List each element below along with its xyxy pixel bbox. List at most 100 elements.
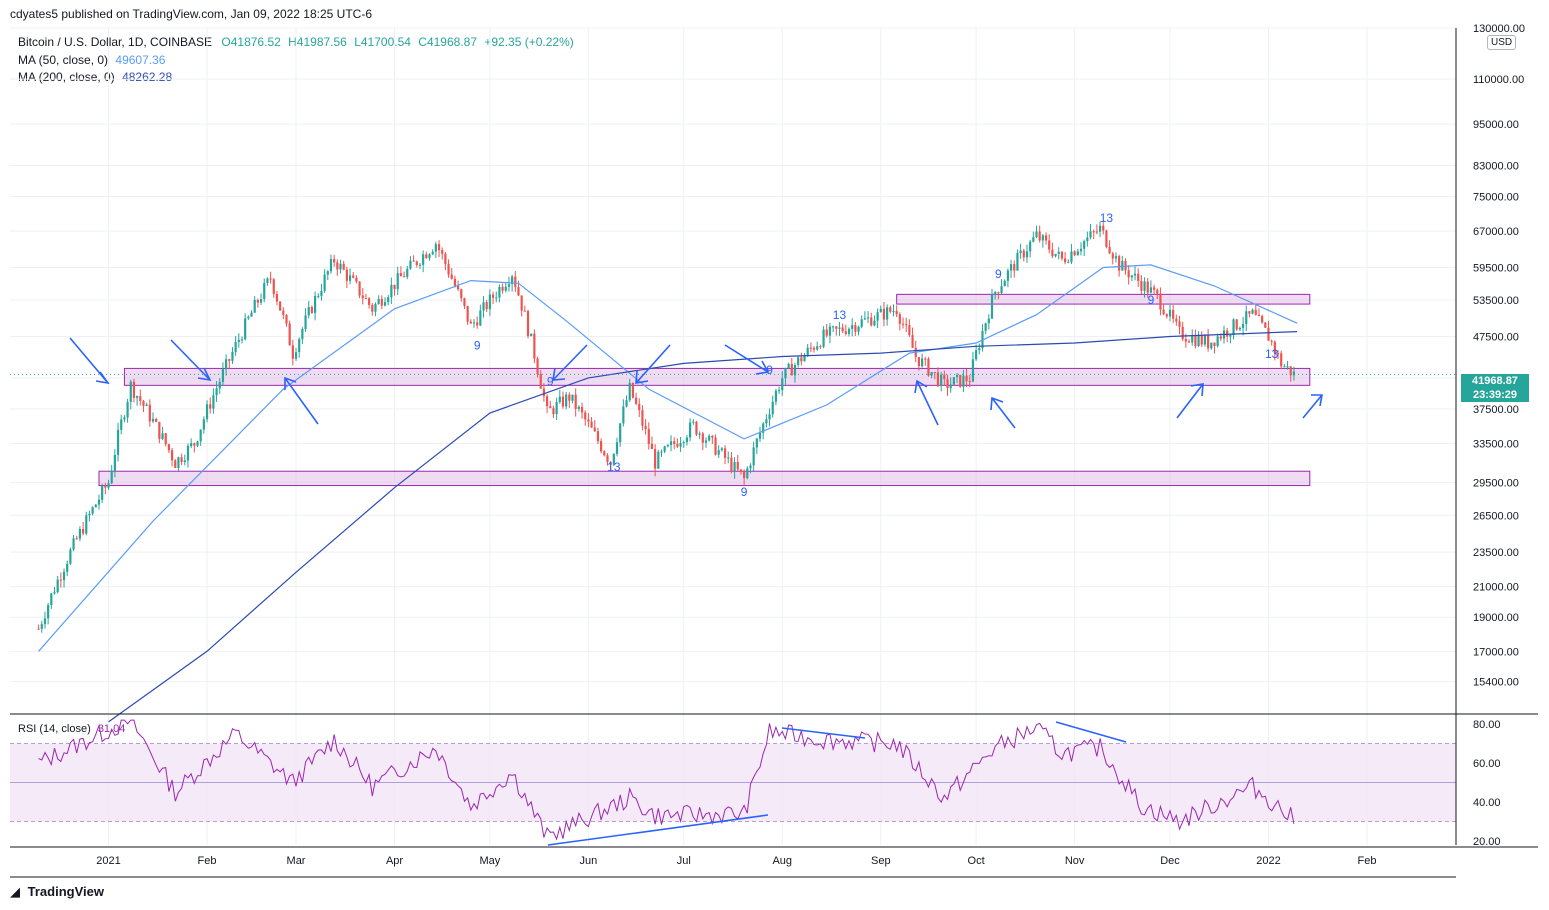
candle-body bbox=[453, 278, 457, 286]
brand-name: TradingView bbox=[27, 884, 104, 899]
candle-body bbox=[107, 483, 110, 488]
candle-body bbox=[835, 326, 838, 329]
candle-body bbox=[1289, 366, 1292, 376]
candle-body bbox=[968, 381, 971, 383]
candle-body bbox=[873, 320, 876, 326]
candle-body bbox=[714, 437, 717, 455]
candle-body bbox=[920, 358, 924, 367]
publisher-line: cdyates5 published on TradingView.com, J… bbox=[10, 7, 373, 21]
candle-body bbox=[997, 292, 1000, 294]
support-zone bbox=[123, 367, 1311, 386]
candle-body bbox=[113, 454, 116, 471]
candle-body bbox=[469, 321, 472, 324]
candle-body bbox=[170, 450, 174, 461]
candle-body bbox=[1245, 311, 1248, 324]
candle-body bbox=[898, 314, 901, 324]
candle-body bbox=[329, 259, 333, 272]
candle-body bbox=[355, 277, 358, 282]
candle-body bbox=[126, 401, 129, 418]
candle-body bbox=[1149, 287, 1153, 293]
candle-body bbox=[139, 396, 142, 401]
candle-body bbox=[676, 443, 679, 447]
candle-body bbox=[1105, 230, 1108, 247]
sequential-count-label: 13 bbox=[607, 460, 621, 474]
candle-body bbox=[240, 339, 244, 341]
time-tick-label: 2021 bbox=[96, 855, 120, 867]
candle-body bbox=[1025, 251, 1029, 258]
candle-body bbox=[1267, 327, 1270, 341]
moving-averages bbox=[10, 264, 1456, 723]
candle-body bbox=[167, 444, 171, 451]
candle-body bbox=[822, 329, 825, 347]
candle-body bbox=[1114, 256, 1118, 259]
rsi-legend[interactable]: RSI (14, close) 31.04 bbox=[18, 723, 125, 735]
candle-body bbox=[580, 406, 584, 413]
candle-body bbox=[371, 304, 374, 312]
time-tick-label: Jul bbox=[677, 855, 691, 867]
candle-body bbox=[463, 298, 466, 306]
candle-body bbox=[832, 326, 835, 328]
candle-body bbox=[1159, 293, 1162, 310]
candle-body bbox=[1064, 258, 1067, 263]
candle-body bbox=[657, 451, 660, 469]
annotation-arrow bbox=[552, 344, 588, 381]
candle-body bbox=[387, 297, 390, 303]
candle-body bbox=[279, 301, 282, 311]
candle-body bbox=[1054, 253, 1057, 257]
footer-brand[interactable]: ◢ TradingView bbox=[10, 884, 104, 900]
candle-body bbox=[984, 323, 987, 331]
candle-body bbox=[164, 433, 167, 445]
candle-body bbox=[768, 414, 771, 420]
sequential-count-label: 9 bbox=[766, 363, 773, 377]
candle-body bbox=[863, 318, 866, 320]
candle-body bbox=[987, 318, 990, 324]
price-tick-label: 26500.00 bbox=[1473, 510, 1519, 522]
candle-body bbox=[927, 358, 930, 376]
candle-body bbox=[790, 363, 793, 376]
candle-body bbox=[793, 364, 797, 376]
candle-body bbox=[81, 528, 85, 534]
annotation-arrow bbox=[95, 371, 110, 385]
annotation-arrow bbox=[990, 396, 1004, 411]
candle-body bbox=[879, 308, 882, 313]
candle-body bbox=[1165, 314, 1168, 317]
candle-body bbox=[1156, 289, 1159, 294]
candle-body bbox=[158, 421, 161, 440]
candle-body bbox=[259, 299, 263, 303]
candle-body bbox=[809, 347, 812, 349]
price-tick-label: 37500.00 bbox=[1473, 404, 1519, 416]
candle-body bbox=[1143, 281, 1146, 291]
candle-body bbox=[434, 244, 437, 252]
ma200-legend[interactable]: MA (200, close, 0) 48262.28 bbox=[18, 70, 172, 84]
candle-body bbox=[711, 435, 714, 438]
candle-body bbox=[272, 279, 275, 295]
candle-body bbox=[641, 410, 644, 426]
candle-body bbox=[695, 421, 698, 435]
candle-body bbox=[1229, 334, 1232, 337]
annotation-arrow bbox=[991, 397, 1016, 429]
rsi-tick-label: 40.00 bbox=[1473, 797, 1501, 809]
candle-body bbox=[415, 261, 418, 266]
candle-body bbox=[323, 274, 326, 291]
time-tick-label: Sep bbox=[871, 855, 891, 867]
candle-body bbox=[905, 324, 908, 326]
price-tick-label: 23500.00 bbox=[1473, 547, 1519, 559]
ma50-legend[interactable]: MA (50, close, 0) 49607.36 bbox=[18, 53, 165, 67]
candle-body bbox=[771, 401, 774, 415]
candle-body bbox=[97, 499, 101, 505]
candle-body bbox=[615, 442, 619, 454]
candle-body bbox=[666, 445, 669, 447]
candle-body bbox=[1000, 286, 1003, 293]
symbol-legend[interactable]: Bitcoin / U.S. Dollar, 1D, COINBASE O418… bbox=[18, 35, 574, 49]
candle-body bbox=[120, 419, 123, 430]
candle-body bbox=[1264, 322, 1267, 328]
candle-body bbox=[460, 289, 463, 299]
candle-body bbox=[304, 315, 307, 330]
candle-body bbox=[409, 260, 412, 269]
candle-body bbox=[231, 351, 234, 361]
candle-body bbox=[320, 290, 323, 296]
candle-body bbox=[1261, 316, 1264, 323]
candle-body bbox=[876, 312, 879, 321]
currency-button[interactable]: USD bbox=[1487, 35, 1517, 50]
